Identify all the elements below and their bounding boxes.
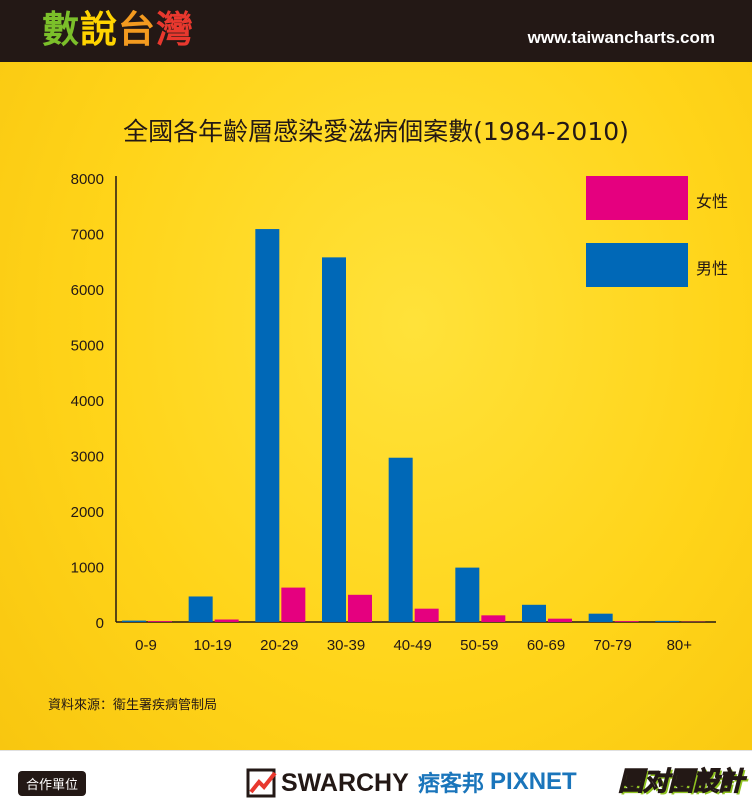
x-tick-label: 30-39 bbox=[327, 637, 365, 654]
bar-female-40-49 bbox=[414, 608, 439, 622]
brand-char-4: 灣 bbox=[156, 8, 194, 51]
swarchy-chart-icon bbox=[246, 768, 277, 798]
header-bar: 數說台灣 www.taiwancharts.com bbox=[0, 0, 752, 62]
x-tick-label: 60-69 bbox=[527, 637, 565, 654]
y-tick-label: 8000 bbox=[71, 171, 104, 188]
brand-logo[interactable]: 數說台灣 bbox=[42, 6, 194, 54]
bar-male-70-79 bbox=[588, 613, 613, 622]
swarchy-label: SWARCHY bbox=[281, 768, 409, 797]
brand-char-1: 數 bbox=[42, 8, 80, 51]
bar-female-60-69 bbox=[548, 618, 572, 622]
bar-male-80+ bbox=[655, 620, 680, 622]
pixnet-logo[interactable]: 痞客邦 PIXNET bbox=[418, 767, 577, 797]
bar-female-20-29 bbox=[281, 587, 306, 622]
x-tick-label: 10-19 bbox=[193, 637, 231, 654]
bar-male-60-69 bbox=[522, 604, 546, 622]
site-url-link[interactable]: www.taiwancharts.com bbox=[527, 28, 715, 47]
chart-title: 全國各年齡層感染愛滋病個案數(1984-2010) bbox=[123, 117, 629, 146]
x-tick-label: 80+ bbox=[667, 637, 693, 654]
x-tick-label: 70-79 bbox=[593, 637, 631, 654]
y-tick-label: 6000 bbox=[71, 282, 104, 299]
design-logo[interactable]: 團对團設計 bbox=[617, 761, 744, 798]
footer-bar: 合作單位 SWARCHY 痞客邦 PIXNET 團对團設計 bbox=[0, 750, 752, 810]
brand-char-3: 台 bbox=[118, 8, 156, 51]
pixnet-cn-label: 痞客邦 bbox=[418, 772, 485, 797]
bar-male-20-29 bbox=[255, 229, 280, 622]
bar-female-70-79 bbox=[614, 621, 639, 622]
y-tick-label: 0 bbox=[96, 615, 104, 632]
legend-swatch-2 bbox=[586, 243, 688, 287]
y-tick-label: 1000 bbox=[71, 560, 104, 577]
x-tick-label: 0-9 bbox=[135, 637, 157, 654]
bar-male-30-39 bbox=[322, 257, 346, 622]
bar-female-10-19 bbox=[214, 619, 239, 622]
legend-label: 女性 bbox=[696, 192, 728, 211]
partner-label: 合作單位 bbox=[18, 771, 87, 796]
bar-female-30-39 bbox=[348, 594, 372, 622]
legend-swatch-1 bbox=[586, 176, 688, 220]
source-note: 資料來源：衛生署疾病管制局 bbox=[48, 698, 218, 713]
x-tick-label: 20-29 bbox=[260, 637, 298, 654]
y-tick-label: 3000 bbox=[71, 449, 104, 466]
x-tick-label: 50-59 bbox=[460, 637, 498, 654]
y-tick-label: 4000 bbox=[71, 393, 104, 410]
design-logo-label: 團对團設計 bbox=[617, 766, 744, 797]
swarchy-logo[interactable]: SWARCHY bbox=[246, 766, 409, 800]
bar-male-40-49 bbox=[388, 457, 413, 622]
bar-male-0-9 bbox=[122, 620, 146, 622]
bar-chart: 全國各年齡層感染愛滋病個案數(1984-2010) 0 1000 2000 3000 40… bbox=[71, 117, 728, 654]
brand-char-2: 說 bbox=[80, 8, 118, 51]
x-tick-label: 40-49 bbox=[393, 637, 431, 654]
pixnet-en-label: PIXNET bbox=[490, 768, 577, 795]
bar-female-0-9 bbox=[148, 621, 172, 622]
bar-male-50-59 bbox=[455, 567, 480, 622]
bar-female-50-59 bbox=[481, 615, 506, 622]
legend-label: 男性 bbox=[696, 259, 728, 278]
y-tick-label: 7000 bbox=[71, 227, 104, 244]
bar-male-10-19 bbox=[188, 596, 213, 622]
y-tick-label: 5000 bbox=[71, 338, 104, 355]
y-tick-label: 2000 bbox=[71, 504, 104, 521]
